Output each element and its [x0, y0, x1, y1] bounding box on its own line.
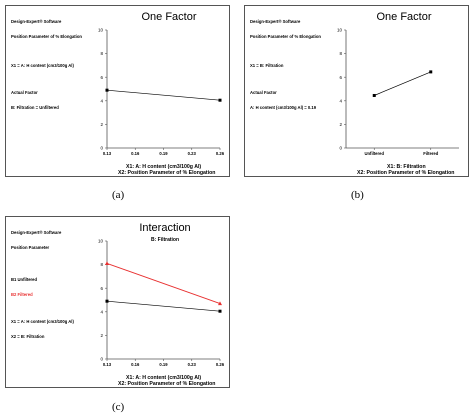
factor-line: X1 = A: H content (cm3/100g Al): [11, 63, 74, 68]
y-tick-label: 6: [100, 286, 103, 291]
data-point: [105, 299, 109, 303]
legend-item-b1: B1 Unfiltered: [11, 277, 38, 282]
caption-a: (a): [112, 189, 125, 201]
y-tick-label: 10: [98, 28, 104, 33]
panel-c-header: Design-Expert® Software Position Paramet…: [11, 220, 74, 349]
response-label: Position Parameter: [11, 245, 50, 250]
y-tick-label: 2: [339, 122, 342, 127]
y-tick-label: 0: [100, 357, 103, 362]
data-point: [105, 261, 109, 266]
actual-factor-label: Actual Factor: [11, 90, 38, 95]
panel-c-subtitle: B: Filtration: [150, 237, 180, 243]
series-line: [106, 300, 221, 312]
caption-c: (c): [112, 401, 125, 413]
series-line: [106, 262, 221, 304]
actual-factor-label: Actual Factor: [250, 90, 277, 95]
data-point: [429, 70, 433, 74]
x-tick-label: 0.16: [131, 362, 140, 367]
x-tick-label: 0.26: [216, 151, 225, 156]
panel-b-ylabel: X2: Position Parameter of % Elongation: [357, 170, 455, 176]
x-tick-label: 0.23: [188, 151, 197, 156]
legend-item-b2: B2 Filtered: [11, 292, 33, 297]
y-tick-label: 8: [339, 51, 342, 56]
actual-factor-value: B: Filtration = Unfiltered: [11, 105, 59, 110]
y-tick-label: 2: [100, 333, 103, 338]
y-tick-label: 6: [100, 75, 103, 80]
software-label: Design-Expert® Software: [250, 19, 301, 24]
y-tick-label: 0: [339, 146, 342, 151]
panel-c-ylabel: X2: Position Parameter of % Elongation: [118, 381, 216, 387]
panel-a-title: One Factor: [141, 11, 197, 23]
factor-line: X1 = A: H content (cm3/100g Al): [11, 319, 74, 324]
data-point: [218, 98, 222, 102]
y-tick-label: 8: [100, 262, 103, 267]
data-point: [105, 88, 109, 92]
x-tick-label: 0.23: [188, 362, 197, 367]
factor-line-2: X2 = B: Filtration: [11, 334, 45, 339]
y-tick-label: 8: [100, 51, 103, 56]
panel-a-ylabel: X2: Position Parameter of % Elongation: [118, 170, 216, 176]
panel-a-xlabel: X1: A: H content (cm3/100g Al): [126, 164, 202, 170]
x-tick-label: Unfiltered: [364, 151, 384, 156]
data-point: [372, 93, 376, 97]
y-tick-label: 10: [98, 239, 104, 244]
x-tick-label: 0.19: [159, 151, 168, 156]
response-label: Position Parameter of % Elongation: [11, 34, 82, 39]
y-tick-label: 4: [100, 309, 103, 314]
panel-a-header: Design-Expert® Software Position Paramet…: [11, 9, 82, 120]
x-tick-label: Filtered: [423, 151, 439, 156]
data-point: [218, 301, 222, 306]
y-tick-label: 4: [339, 98, 342, 103]
series-line: [106, 89, 221, 101]
data-point: [218, 309, 222, 313]
panel-b-header: Design-Expert® Software Position Paramet…: [250, 9, 321, 120]
y-tick-label: 2: [100, 122, 103, 127]
y-tick-label: 10: [337, 28, 343, 33]
x-tick-label: 0.16: [131, 151, 140, 156]
panel-b-title: One Factor: [376, 11, 432, 23]
series-line: [374, 71, 431, 96]
software-label: Design-Expert® Software: [11, 19, 62, 24]
factor-line: X1 = B: Filtration: [250, 63, 284, 68]
x-tick-label: 0.13: [103, 151, 112, 156]
response-label: Position Parameter of % Elongation: [250, 34, 321, 39]
x-tick-label: 0.26: [216, 362, 225, 367]
y-tick-label: 0: [100, 146, 103, 151]
y-tick-label: 4: [100, 98, 103, 103]
y-tick-label: 6: [339, 75, 342, 80]
actual-factor-value: A: H content (cm3/100g Al) = 0.19: [250, 105, 317, 110]
panel-c-xlabel: X1: A: H content (cm3/100g Al): [126, 375, 202, 381]
x-tick-label: 0.19: [159, 362, 168, 367]
panel-b-xlabel: X1: B: Filtration: [387, 164, 426, 170]
caption-b: (b): [351, 189, 364, 201]
software-label: Design-Expert® Software: [11, 230, 62, 235]
x-tick-label: 0.13: [103, 362, 112, 367]
panel-c-title: Interaction: [139, 222, 191, 234]
